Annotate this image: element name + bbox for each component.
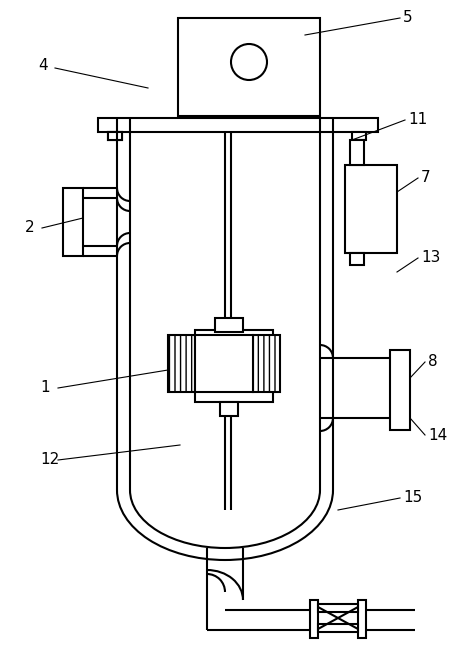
Text: 7: 7 xyxy=(421,171,430,185)
Bar xyxy=(390,350,410,430)
Bar xyxy=(310,600,318,638)
Bar xyxy=(220,402,238,416)
Bar xyxy=(178,18,320,116)
Text: 14: 14 xyxy=(428,428,447,442)
Bar xyxy=(350,253,364,265)
Text: 13: 13 xyxy=(421,250,440,266)
Bar xyxy=(195,335,253,392)
Bar xyxy=(215,318,243,332)
Bar xyxy=(108,132,122,140)
Text: 5: 5 xyxy=(403,11,413,25)
Bar xyxy=(352,132,366,140)
Bar xyxy=(318,604,358,612)
Text: 4: 4 xyxy=(38,58,48,74)
Bar xyxy=(168,335,195,392)
Text: 15: 15 xyxy=(403,491,422,505)
Bar xyxy=(108,132,122,140)
Bar xyxy=(358,600,366,638)
Bar xyxy=(345,165,397,253)
Bar xyxy=(195,330,273,342)
Text: 11: 11 xyxy=(408,112,427,127)
Text: 1: 1 xyxy=(40,380,50,396)
Bar xyxy=(63,188,83,256)
Bar xyxy=(318,624,358,632)
Text: 8: 8 xyxy=(428,355,438,369)
Text: 12: 12 xyxy=(40,452,59,467)
Bar xyxy=(253,335,280,392)
Bar xyxy=(98,118,378,132)
Text: 2: 2 xyxy=(25,220,34,236)
Bar xyxy=(195,390,273,402)
Bar xyxy=(350,140,364,165)
